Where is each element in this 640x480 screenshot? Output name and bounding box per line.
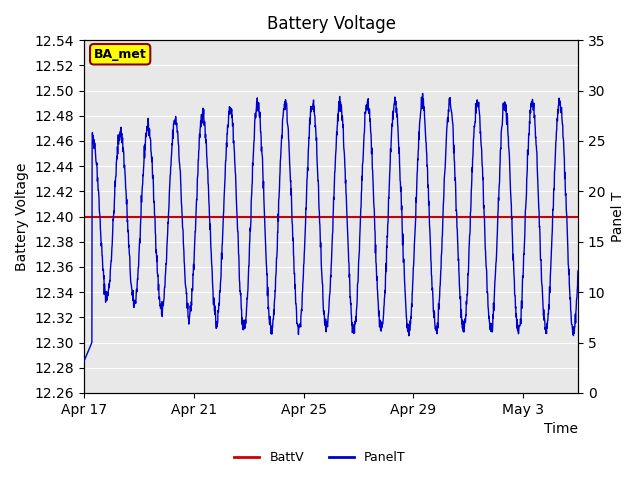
Title: Battery Voltage: Battery Voltage (266, 15, 396, 33)
Y-axis label: Panel T: Panel T (611, 192, 625, 242)
Legend: BattV, PanelT: BattV, PanelT (229, 446, 411, 469)
X-axis label: Time: Time (544, 422, 578, 436)
Y-axis label: Battery Voltage: Battery Voltage (15, 162, 29, 271)
Text: BA_met: BA_met (94, 48, 147, 61)
